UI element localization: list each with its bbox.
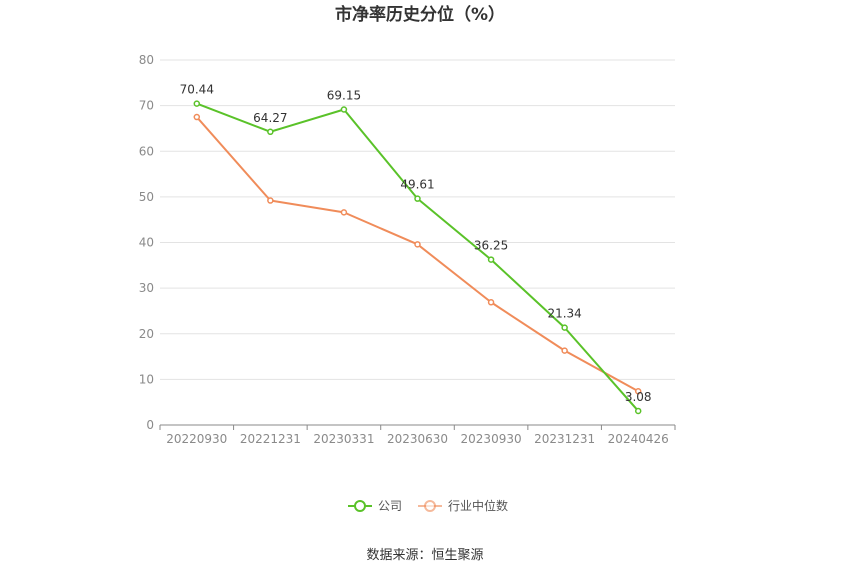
data-point (634, 407, 642, 415)
x-tick-label: 20240426 (608, 432, 669, 446)
legend-marker-icon (424, 500, 436, 512)
series-line-1 (196, 116, 639, 393)
grid (160, 59, 675, 380)
y-tick-label: 30 (139, 281, 154, 295)
data-point (267, 128, 274, 136)
data-point (414, 195, 421, 202)
legend-label[interactable]: 行业中位数 (448, 498, 508, 513)
x-tick-label: 20221231 (240, 432, 301, 446)
data-label: 21.34 (547, 307, 581, 321)
y-tick-label: 70 (139, 99, 154, 113)
series-group (193, 100, 642, 415)
x-tick-label: 20230331 (313, 432, 374, 446)
y-tick-label: 60 (139, 144, 154, 158)
legend: 公司 行业中位数 (348, 498, 508, 513)
legend-label[interactable]: 公司 (378, 499, 402, 513)
data-label: 64.27 (253, 111, 287, 125)
x-tick-label: 20220930 (166, 432, 227, 446)
source-note: 数据来源：恒生聚源 (366, 548, 483, 563)
data-label: 49.61 (400, 178, 434, 192)
data-point (414, 241, 421, 248)
data-point (267, 197, 274, 204)
y-tick-label: 40 (139, 236, 154, 250)
data-point (340, 209, 348, 216)
chart-title: 市净率历史分位（%） (335, 4, 505, 25)
y-tick-label: 20 (139, 327, 154, 341)
y-tick-label: 0 (146, 418, 154, 432)
y-tick-label: 80 (139, 53, 154, 67)
y-tick-label: 50 (139, 190, 154, 204)
data-label: 70.44 (180, 83, 214, 97)
x-tick-label: 20230930 (461, 432, 522, 446)
data-label: 3.08 (625, 390, 652, 404)
data-label: 69.15 (327, 89, 361, 103)
legend-marker-icon (354, 500, 366, 512)
x-tick-label: 20230630 (387, 432, 448, 446)
data-point (561, 347, 568, 354)
data-point (487, 299, 495, 306)
y-axis: 0 10 20 30 40 50 60 70 80 (139, 53, 154, 432)
series-line-0 (196, 102, 639, 412)
data-labels: 70.44 64.27 69.15 49.61 36.25 21.34 3.08 (180, 83, 652, 404)
data-point (634, 387, 642, 395)
data-label: 36.25 (474, 239, 508, 253)
x-tick-label: 20231231 (534, 432, 595, 446)
data-point (340, 106, 348, 113)
data-point (487, 256, 495, 263)
y-tick-label: 10 (139, 372, 154, 386)
data-point (193, 113, 201, 121)
data-point (561, 324, 568, 331)
x-axis: 20220930 20221231 20230331 20230630 20230930… (159, 424, 676, 446)
data-point (193, 100, 201, 107)
